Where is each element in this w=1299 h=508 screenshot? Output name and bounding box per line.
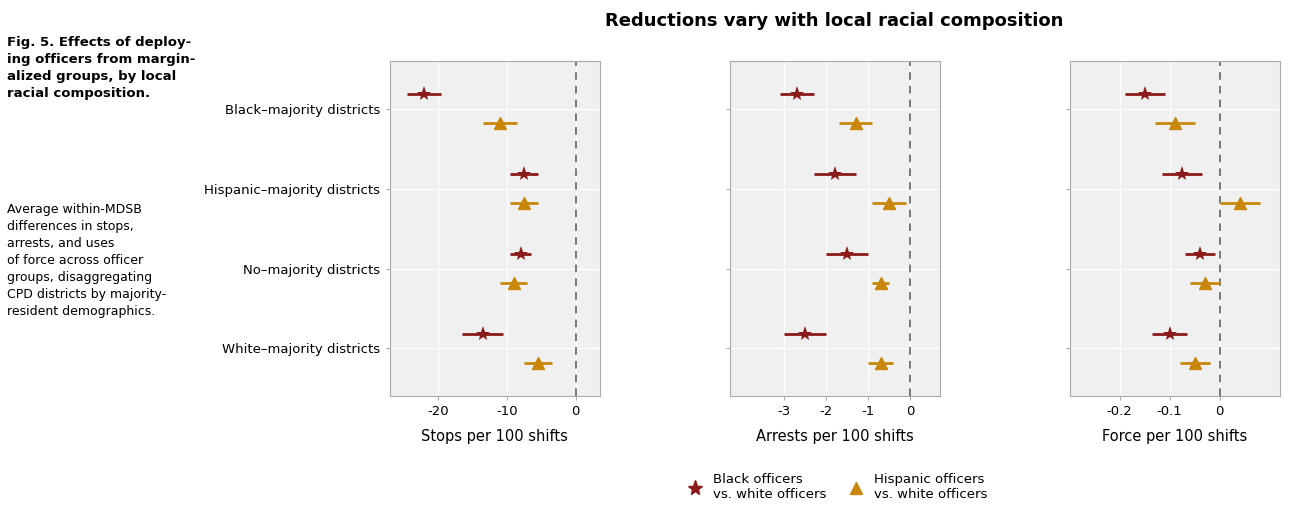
X-axis label: Stops per 100 shifts: Stops per 100 shifts xyxy=(421,429,568,443)
Text: Average within-MDSB
differences in stops,
arrests, and uses
of force across offi: Average within-MDSB differences in stops… xyxy=(6,203,166,318)
Text: Fig. 5. Effects of deploy-
ing officers from margin-
alized groups, by local
rac: Fig. 5. Effects of deploy- ing officers … xyxy=(6,36,195,100)
X-axis label: Arrests per 100 shifts: Arrests per 100 shifts xyxy=(756,429,913,443)
X-axis label: Force per 100 shifts: Force per 100 shifts xyxy=(1102,429,1247,443)
Legend: Black officers
vs. white officers, Hispanic officers
vs. white officers: Black officers vs. white officers, Hispa… xyxy=(682,473,987,501)
Text: Reductions vary with local racial composition: Reductions vary with local racial compos… xyxy=(605,13,1064,30)
